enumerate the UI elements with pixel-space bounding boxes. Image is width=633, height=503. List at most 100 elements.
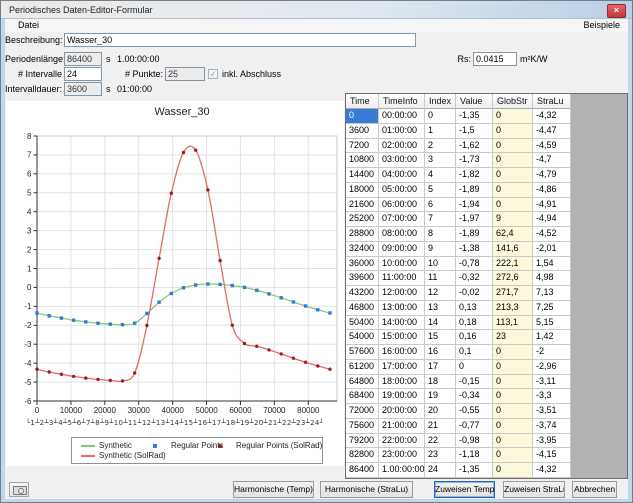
- menu-beispiele[interactable]: Beispiele: [580, 20, 623, 30]
- table-cell[interactable]: 21:00:00: [379, 419, 425, 434]
- table-cell[interactable]: -4,15: [533, 448, 571, 463]
- table-cell[interactable]: -4,59: [533, 139, 571, 154]
- table-cell[interactable]: 00:00:00: [379, 109, 425, 124]
- table-cell[interactable]: 4: [425, 168, 456, 183]
- beschreibung-input[interactable]: [64, 33, 416, 47]
- table-cell[interactable]: -4,79: [533, 168, 571, 183]
- zuweisen-stralu-button[interactable]: Zuweisen StraLu: [503, 481, 565, 498]
- table-cell[interactable]: -0,15: [456, 375, 493, 390]
- table-cell[interactable]: -1,97: [456, 212, 493, 227]
- table-cell[interactable]: 10800: [346, 153, 379, 168]
- table-cell[interactable]: 14: [425, 316, 456, 331]
- table-cell[interactable]: 05:00:00: [379, 183, 425, 198]
- abschluss-checkbox[interactable]: ✓: [208, 69, 218, 79]
- table-cell[interactable]: 19:00:00: [379, 389, 425, 404]
- table-cell[interactable]: 0: [493, 153, 533, 168]
- periodenlaenge-input[interactable]: [64, 52, 102, 66]
- table-cell[interactable]: -0,98: [456, 434, 493, 449]
- table-cell[interactable]: 54000: [346, 330, 379, 345]
- table-cell[interactable]: -4,52: [533, 227, 571, 242]
- table-cell[interactable]: 0: [493, 434, 533, 449]
- table-cell[interactable]: -4,86: [533, 183, 571, 198]
- table-cell[interactable]: 222,1: [493, 257, 533, 272]
- table-cell[interactable]: 68400: [346, 389, 379, 404]
- table-cell[interactable]: 21: [425, 419, 456, 434]
- table-cell[interactable]: -1,62: [456, 139, 493, 154]
- table-cell[interactable]: 271,7: [493, 286, 533, 301]
- table-cell[interactable]: -2,01: [533, 242, 571, 257]
- column-header-value[interactable]: Value: [456, 94, 493, 109]
- table-cell[interactable]: 0: [493, 463, 533, 478]
- table-cell[interactable]: 17:00:00: [379, 360, 425, 375]
- table-cell[interactable]: -3,95: [533, 434, 571, 449]
- table-cell[interactable]: 2: [425, 139, 456, 154]
- table-cell[interactable]: 0,1: [456, 345, 493, 360]
- table-cell[interactable]: 272,6: [493, 271, 533, 286]
- column-header-globstr[interactable]: GlobStr: [493, 94, 533, 109]
- table-cell[interactable]: 0: [493, 419, 533, 434]
- table-cell[interactable]: 61200: [346, 360, 379, 375]
- intervalldauer-input[interactable]: [64, 82, 102, 96]
- table-cell[interactable]: 86400: [346, 463, 379, 478]
- table-cell[interactable]: 0: [493, 448, 533, 463]
- menu-datei[interactable]: Datei: [15, 20, 42, 30]
- punkte-input[interactable]: [165, 67, 205, 81]
- table-cell[interactable]: -4,32: [533, 463, 571, 478]
- table-cell[interactable]: 64800: [346, 375, 379, 390]
- table-cell[interactable]: 15:00:00: [379, 330, 425, 345]
- table-cell[interactable]: -0,78: [456, 257, 493, 272]
- table-cell[interactable]: -0,55: [456, 404, 493, 419]
- table-cell[interactable]: 79200: [346, 434, 379, 449]
- table-cell[interactable]: -0,32: [456, 271, 493, 286]
- zuweisen-temp-button[interactable]: Zuweisen Temp: [434, 481, 495, 498]
- table-cell[interactable]: 43200: [346, 286, 379, 301]
- table-cell[interactable]: 0,16: [456, 330, 493, 345]
- table-cell[interactable]: 5,15: [533, 316, 571, 331]
- table-cell[interactable]: 09:00:00: [379, 242, 425, 257]
- table-cell[interactable]: 04:00:00: [379, 168, 425, 183]
- table-cell[interactable]: -4,47: [533, 124, 571, 139]
- table-cell[interactable]: 03:00:00: [379, 153, 425, 168]
- table-cell[interactable]: 18000: [346, 183, 379, 198]
- table-cell[interactable]: 0: [493, 345, 533, 360]
- table-cell[interactable]: -1,82: [456, 168, 493, 183]
- table-cell[interactable]: 3: [425, 153, 456, 168]
- table-cell[interactable]: 12: [425, 286, 456, 301]
- table-cell[interactable]: 7: [425, 212, 456, 227]
- table-cell[interactable]: 57600: [346, 345, 379, 360]
- table-cell[interactable]: 3600: [346, 124, 379, 139]
- table-cell[interactable]: 25200: [346, 212, 379, 227]
- table-cell[interactable]: 20: [425, 404, 456, 419]
- table-cell[interactable]: 0,18: [456, 316, 493, 331]
- table-cell[interactable]: 10: [425, 257, 456, 272]
- table-cell[interactable]: 18: [425, 375, 456, 390]
- table-cell[interactable]: 0: [493, 375, 533, 390]
- table-cell[interactable]: 0: [493, 198, 533, 213]
- table-cell[interactable]: 141,6: [493, 242, 533, 257]
- table-cell[interactable]: 62,4: [493, 227, 533, 242]
- table-cell[interactable]: 7,25: [533, 301, 571, 316]
- table-cell[interactable]: 0: [493, 109, 533, 124]
- table-cell[interactable]: -0,77: [456, 419, 493, 434]
- table-cell[interactable]: 17: [425, 360, 456, 375]
- table-cell[interactable]: 1: [425, 124, 456, 139]
- table-cell[interactable]: -4,32: [533, 109, 571, 124]
- table-cell[interactable]: 8: [425, 227, 456, 242]
- table-cell[interactable]: 50400: [346, 316, 379, 331]
- table-cell[interactable]: -4,91: [533, 198, 571, 213]
- table-cell[interactable]: 0,13: [456, 301, 493, 316]
- table-cell[interactable]: 19: [425, 389, 456, 404]
- table-cell[interactable]: -1,73: [456, 153, 493, 168]
- table-cell[interactable]: 5: [425, 183, 456, 198]
- table-cell[interactable]: 0: [493, 360, 533, 375]
- table-cell[interactable]: 7200: [346, 139, 379, 154]
- table-cell[interactable]: 0: [346, 109, 379, 124]
- table-cell[interactable]: 0: [493, 183, 533, 198]
- harmonische-temp-button[interactable]: Harmonische (Temp): [233, 481, 314, 498]
- column-header-time[interactable]: Time: [346, 94, 379, 109]
- table-cell[interactable]: 0: [456, 360, 493, 375]
- table-cell[interactable]: -3,51: [533, 404, 571, 419]
- table-cell[interactable]: 0: [425, 109, 456, 124]
- table-cell[interactable]: 08:00:00: [379, 227, 425, 242]
- table-cell[interactable]: 1,42: [533, 330, 571, 345]
